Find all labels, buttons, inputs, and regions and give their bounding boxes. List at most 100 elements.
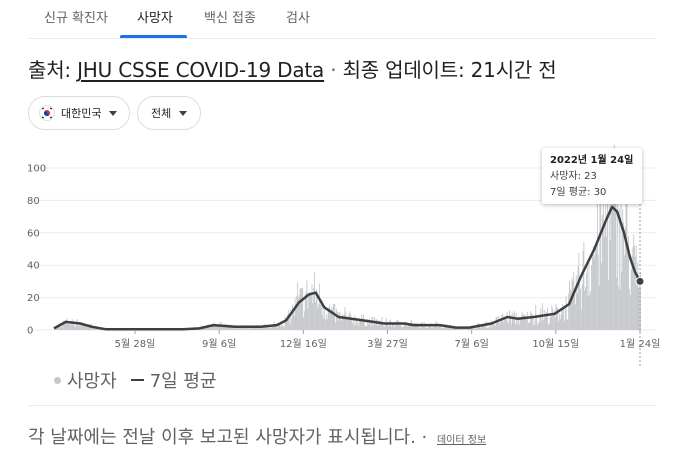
daily-bar [374,324,376,330]
daily-bar [296,296,298,330]
tab-bar: 신규 확진자 사망자 백신 접종 검사 [28,0,656,39]
daily-bar [515,313,517,330]
daily-bar [634,257,636,330]
daily-bar [622,209,624,330]
daily-bar [364,326,366,330]
daily-bar [84,323,86,330]
footnote-text: 각 날짜에는 전날 이후 보고된 사망자가 표시됩니다. [28,427,416,448]
daily-bar [291,318,293,330]
daily-bar [383,326,385,330]
daily-bar [565,296,567,330]
daily-bar [526,311,528,330]
daily-bar [584,290,586,330]
daily-bar [488,322,490,330]
daily-bar [429,325,431,330]
daily-bar [239,328,241,330]
daily-bar [613,144,615,330]
daily-bar [391,323,393,330]
daily-bar [583,241,585,330]
daily-bar [377,326,379,330]
daily-bar [448,327,450,330]
daily-bar [481,325,483,330]
daily-bar [575,275,577,330]
daily-bar [442,328,444,330]
daily-bar [70,324,71,330]
daily-bar [231,325,233,330]
daily-bar [560,314,562,330]
daily-bar [210,326,212,330]
daily-bar [526,316,527,330]
daily-bar [372,316,374,330]
daily-bar [303,317,304,330]
daily-bar [550,314,552,330]
daily-bar [216,325,218,330]
daily-bar [326,319,328,330]
daily-bar [334,304,336,330]
tooltip-average: 7일 평균: 30 [550,187,607,198]
daily-bar [274,323,276,330]
legend-average-label: 7일 평균 [149,371,217,392]
daily-bar [241,328,243,330]
daily-bar [491,320,493,330]
daily-bar [336,308,337,330]
daily-bar [536,324,538,330]
daily-bar [55,328,57,330]
daily-bar [59,324,60,330]
daily-bar [286,321,288,330]
tab-new-cases[interactable]: 신규 확진자 [44,11,108,26]
daily-bar [533,318,535,330]
daily-bar [330,307,332,330]
daily-bar [244,327,246,330]
data-info-link[interactable]: 데이터 정보 [436,435,487,446]
daily-bar [280,327,282,330]
daily-bar [378,320,380,330]
daily-bar [596,248,597,330]
daily-bar [472,327,474,330]
daily-bar [598,285,600,330]
daily-bar [431,327,433,330]
daily-bar [611,191,613,330]
daily-bar [459,329,461,330]
daily-bar [354,315,356,330]
daily-bar [65,321,67,330]
legend-line-swatch [130,379,144,381]
tab-vaccinations[interactable]: 백신 접종 [204,11,256,26]
region-dropdown[interactable]: 대한민국 [28,96,130,130]
daily-bar [249,327,251,330]
tab-tests[interactable]: 검사 [286,11,310,26]
daily-bar [58,325,60,330]
daily-bar [476,328,478,330]
daily-bar [304,294,306,330]
daily-bar [558,313,560,330]
daily-bar [366,325,368,330]
daily-bar [412,326,414,330]
daily-bar [369,320,371,330]
daily-bar [379,320,381,330]
tab-deaths[interactable]: 사망자 [137,11,173,26]
daily-bar [636,275,638,330]
daily-bar [619,289,621,330]
daily-bar [412,323,413,330]
daily-bar [595,247,597,330]
range-dropdown[interactable]: 전체 [137,96,201,130]
daily-bar [328,307,330,330]
daily-bar [367,319,369,330]
daily-bar [417,323,419,330]
daily-bar [404,325,406,330]
daily-bar [225,327,227,330]
daily-bar [591,250,593,330]
source-link[interactable]: JHU CSSE COVID-19 Data [77,58,325,82]
daily-bar [463,329,465,330]
daily-bar [204,328,206,330]
deaths-chart[interactable]: 0 20 40 60 80 100 5월 28일 9월 6일 12월 16일 3월 27일 7월 … [0,140,677,372]
daily-bar [271,324,273,330]
last-updated: 최종 업데이트: 21시간 전 [342,58,557,82]
daily-bar [410,322,412,330]
daily-bar [625,202,627,330]
daily-bar [387,322,389,330]
daily-bar [473,328,475,330]
daily-deaths-bars [54,144,641,330]
daily-bar [594,253,596,330]
daily-bar [419,323,421,330]
daily-bar [338,312,340,330]
